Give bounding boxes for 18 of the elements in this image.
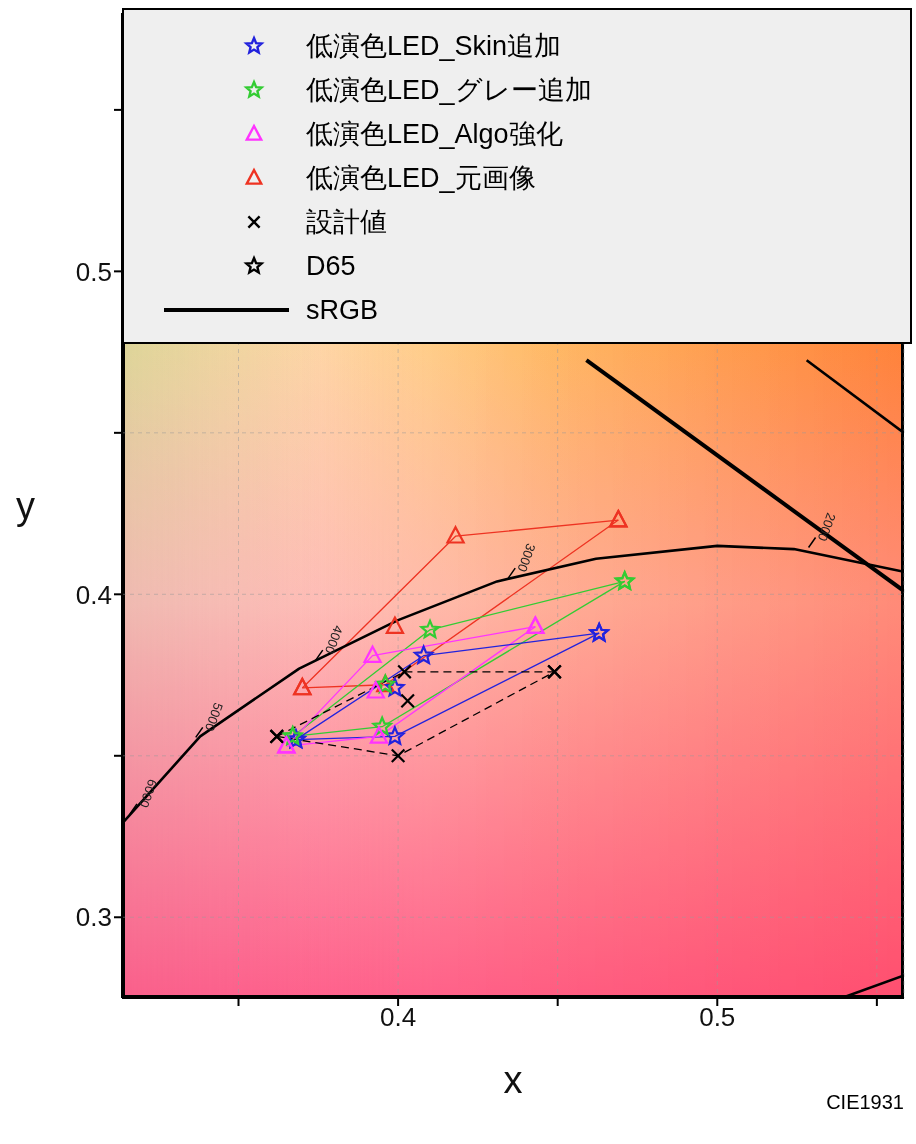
annotation: 6000 [136,777,161,810]
text: CIE1931 [826,1091,904,1114]
legend-label: 低演色LED_Algo強化 [306,118,563,151]
legend-label: 低演色LED_元画像 [306,162,536,195]
y-tick-label: 0.3 [75,902,112,933]
y-tick-label: 0.5 [75,256,112,287]
annotation: 3000 [514,541,539,574]
annotation: 5000 [201,700,226,734]
legend-label: sRGB [306,294,379,326]
legend-label: 低演色LED_Skin追加 [306,30,562,63]
legend-label: 設計値 [306,206,387,239]
legend-label: 低演色LED_グレー追加 [306,74,592,107]
y-axis-title: y [16,484,35,527]
x-axis-title: x [503,1059,523,1101]
y-tick-label: 0.4 [75,579,112,610]
legend-label: D65 [306,250,356,282]
annotation: 4000 [321,623,346,656]
annotation: 2000 [814,510,839,544]
